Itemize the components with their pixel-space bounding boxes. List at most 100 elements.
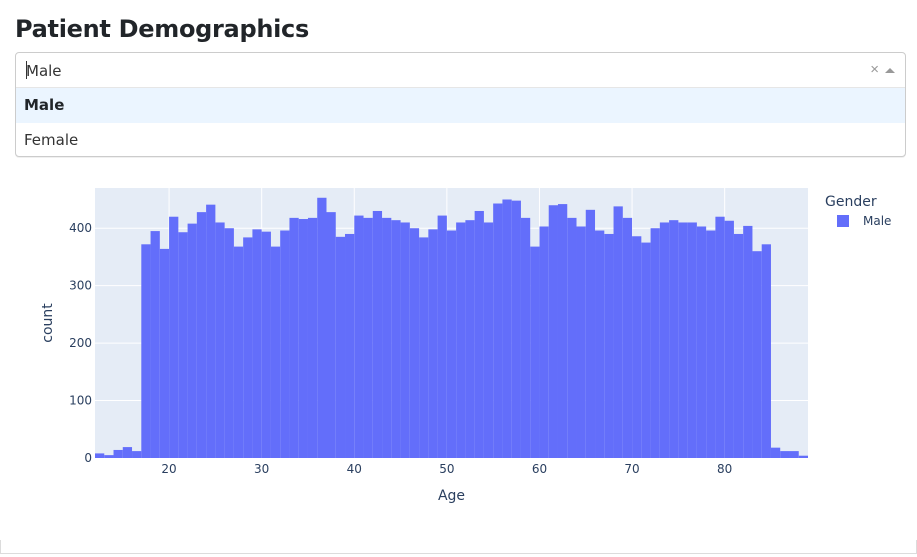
y-tick-label: 100	[69, 394, 92, 408]
histogram-bar	[419, 237, 429, 458]
histogram-bar	[122, 447, 133, 458]
histogram-bar	[641, 242, 651, 458]
histogram-bar	[780, 451, 790, 458]
histogram-bar	[150, 231, 160, 458]
histogram-bar	[465, 220, 475, 458]
histogram-bar	[317, 197, 327, 458]
histogram-bar	[187, 223, 197, 458]
histogram-bar	[456, 222, 466, 458]
histogram-bar	[557, 204, 568, 458]
histogram-bar	[604, 233, 614, 458]
histogram-bar	[659, 222, 670, 458]
histogram-bar	[437, 215, 447, 458]
histogram-bar	[595, 230, 605, 458]
histogram-bar	[548, 205, 558, 458]
x-tick-label: 40	[347, 462, 362, 476]
histogram-bar	[372, 210, 383, 458]
histogram-bar	[335, 236, 346, 458]
histogram-bar	[326, 212, 336, 458]
card-border	[0, 553, 917, 557]
histogram-bar	[215, 222, 225, 458]
histogram-bar	[687, 222, 697, 458]
histogram-bar	[622, 217, 633, 458]
histogram-bar	[428, 229, 438, 458]
histogram-bar	[752, 251, 762, 458]
histogram-bar	[233, 246, 244, 458]
dropdown-value[interactable]: Male	[26, 62, 62, 80]
histogram-bar	[724, 220, 734, 458]
histogram-bar	[706, 230, 716, 458]
x-tick-label: 80	[717, 462, 732, 476]
x-tick-label: 60	[532, 462, 547, 476]
histogram-bar	[483, 222, 494, 458]
histogram-bar	[289, 217, 299, 458]
histogram-bar	[400, 222, 410, 458]
histogram-bar	[715, 216, 725, 458]
legend-title: Gender	[825, 194, 877, 210]
option-female[interactable]: Female	[24, 131, 79, 149]
histogram-bar	[520, 217, 531, 458]
histogram-bar	[761, 244, 771, 458]
histogram-bar	[409, 228, 420, 458]
dropdown-control[interactable]: Male ×	[16, 53, 905, 88]
y-axis-label: count	[40, 303, 56, 343]
histogram-bar	[632, 236, 642, 458]
histogram-bar	[446, 230, 457, 458]
histogram-bar	[382, 217, 392, 458]
x-axis-label: Age	[438, 488, 465, 504]
histogram-bar	[298, 219, 308, 458]
histogram-bar	[243, 237, 253, 458]
histogram-bar	[669, 220, 679, 458]
y-tick-label: 200	[69, 336, 92, 350]
histogram-bar	[252, 229, 262, 458]
histogram-bar	[474, 210, 484, 458]
histogram-bar	[789, 451, 799, 458]
histogram-bar	[576, 226, 586, 458]
histogram-bar	[511, 200, 521, 458]
histogram-bar	[493, 203, 503, 458]
histogram-bar	[159, 248, 170, 458]
clear-icon[interactable]: ×	[870, 61, 879, 78]
gender-dropdown[interactable]: Male × Male Female	[15, 52, 906, 157]
age-histogram-chart: 0 100 200 300 400 20 30 40 50 60 70 80 Age count Gende…	[40, 188, 891, 504]
histogram-bar	[95, 453, 105, 458]
histogram-bar	[678, 222, 688, 458]
histogram-bar	[280, 230, 290, 458]
legend-swatch	[837, 215, 849, 227]
x-tick-label: 70	[624, 462, 639, 476]
x-tick-label: 50	[439, 462, 454, 476]
x-tick-label: 30	[254, 462, 269, 476]
histogram-bar	[530, 246, 540, 458]
histogram-bar	[354, 215, 364, 458]
histogram-bar	[539, 226, 549, 458]
histogram-bar	[585, 209, 596, 458]
option-male[interactable]: Male	[16, 88, 905, 123]
histogram-bar	[113, 449, 123, 458]
histogram-bar	[224, 228, 234, 458]
y-tick-label: 300	[69, 279, 92, 293]
y-tick-label: 0	[84, 451, 92, 465]
histogram-bar	[270, 246, 281, 458]
histogram-bar	[206, 204, 216, 458]
histogram-bar	[307, 217, 318, 458]
histogram-bar	[770, 447, 781, 458]
histogram-bar	[502, 199, 512, 458]
caret-up-icon[interactable]	[885, 68, 895, 73]
histogram-bar	[345, 233, 355, 458]
y-tick-label: 400	[69, 221, 92, 235]
histogram-bar	[178, 232, 188, 458]
histogram-bar	[391, 220, 401, 458]
histogram-bar	[196, 212, 207, 458]
histogram-bar	[798, 455, 808, 458]
histogram-bar	[733, 233, 744, 458]
legend-entry-label: Male	[863, 214, 891, 228]
histogram-bar	[132, 451, 142, 458]
page-title: Patient Demographics	[15, 15, 309, 43]
histogram-bar	[169, 216, 179, 458]
histogram-bar	[567, 217, 577, 458]
x-tick-label: 20	[161, 462, 176, 476]
text-cursor	[26, 61, 27, 79]
histogram-bar	[696, 226, 707, 458]
histogram-bar	[613, 206, 623, 458]
histogram-bar	[363, 217, 373, 458]
